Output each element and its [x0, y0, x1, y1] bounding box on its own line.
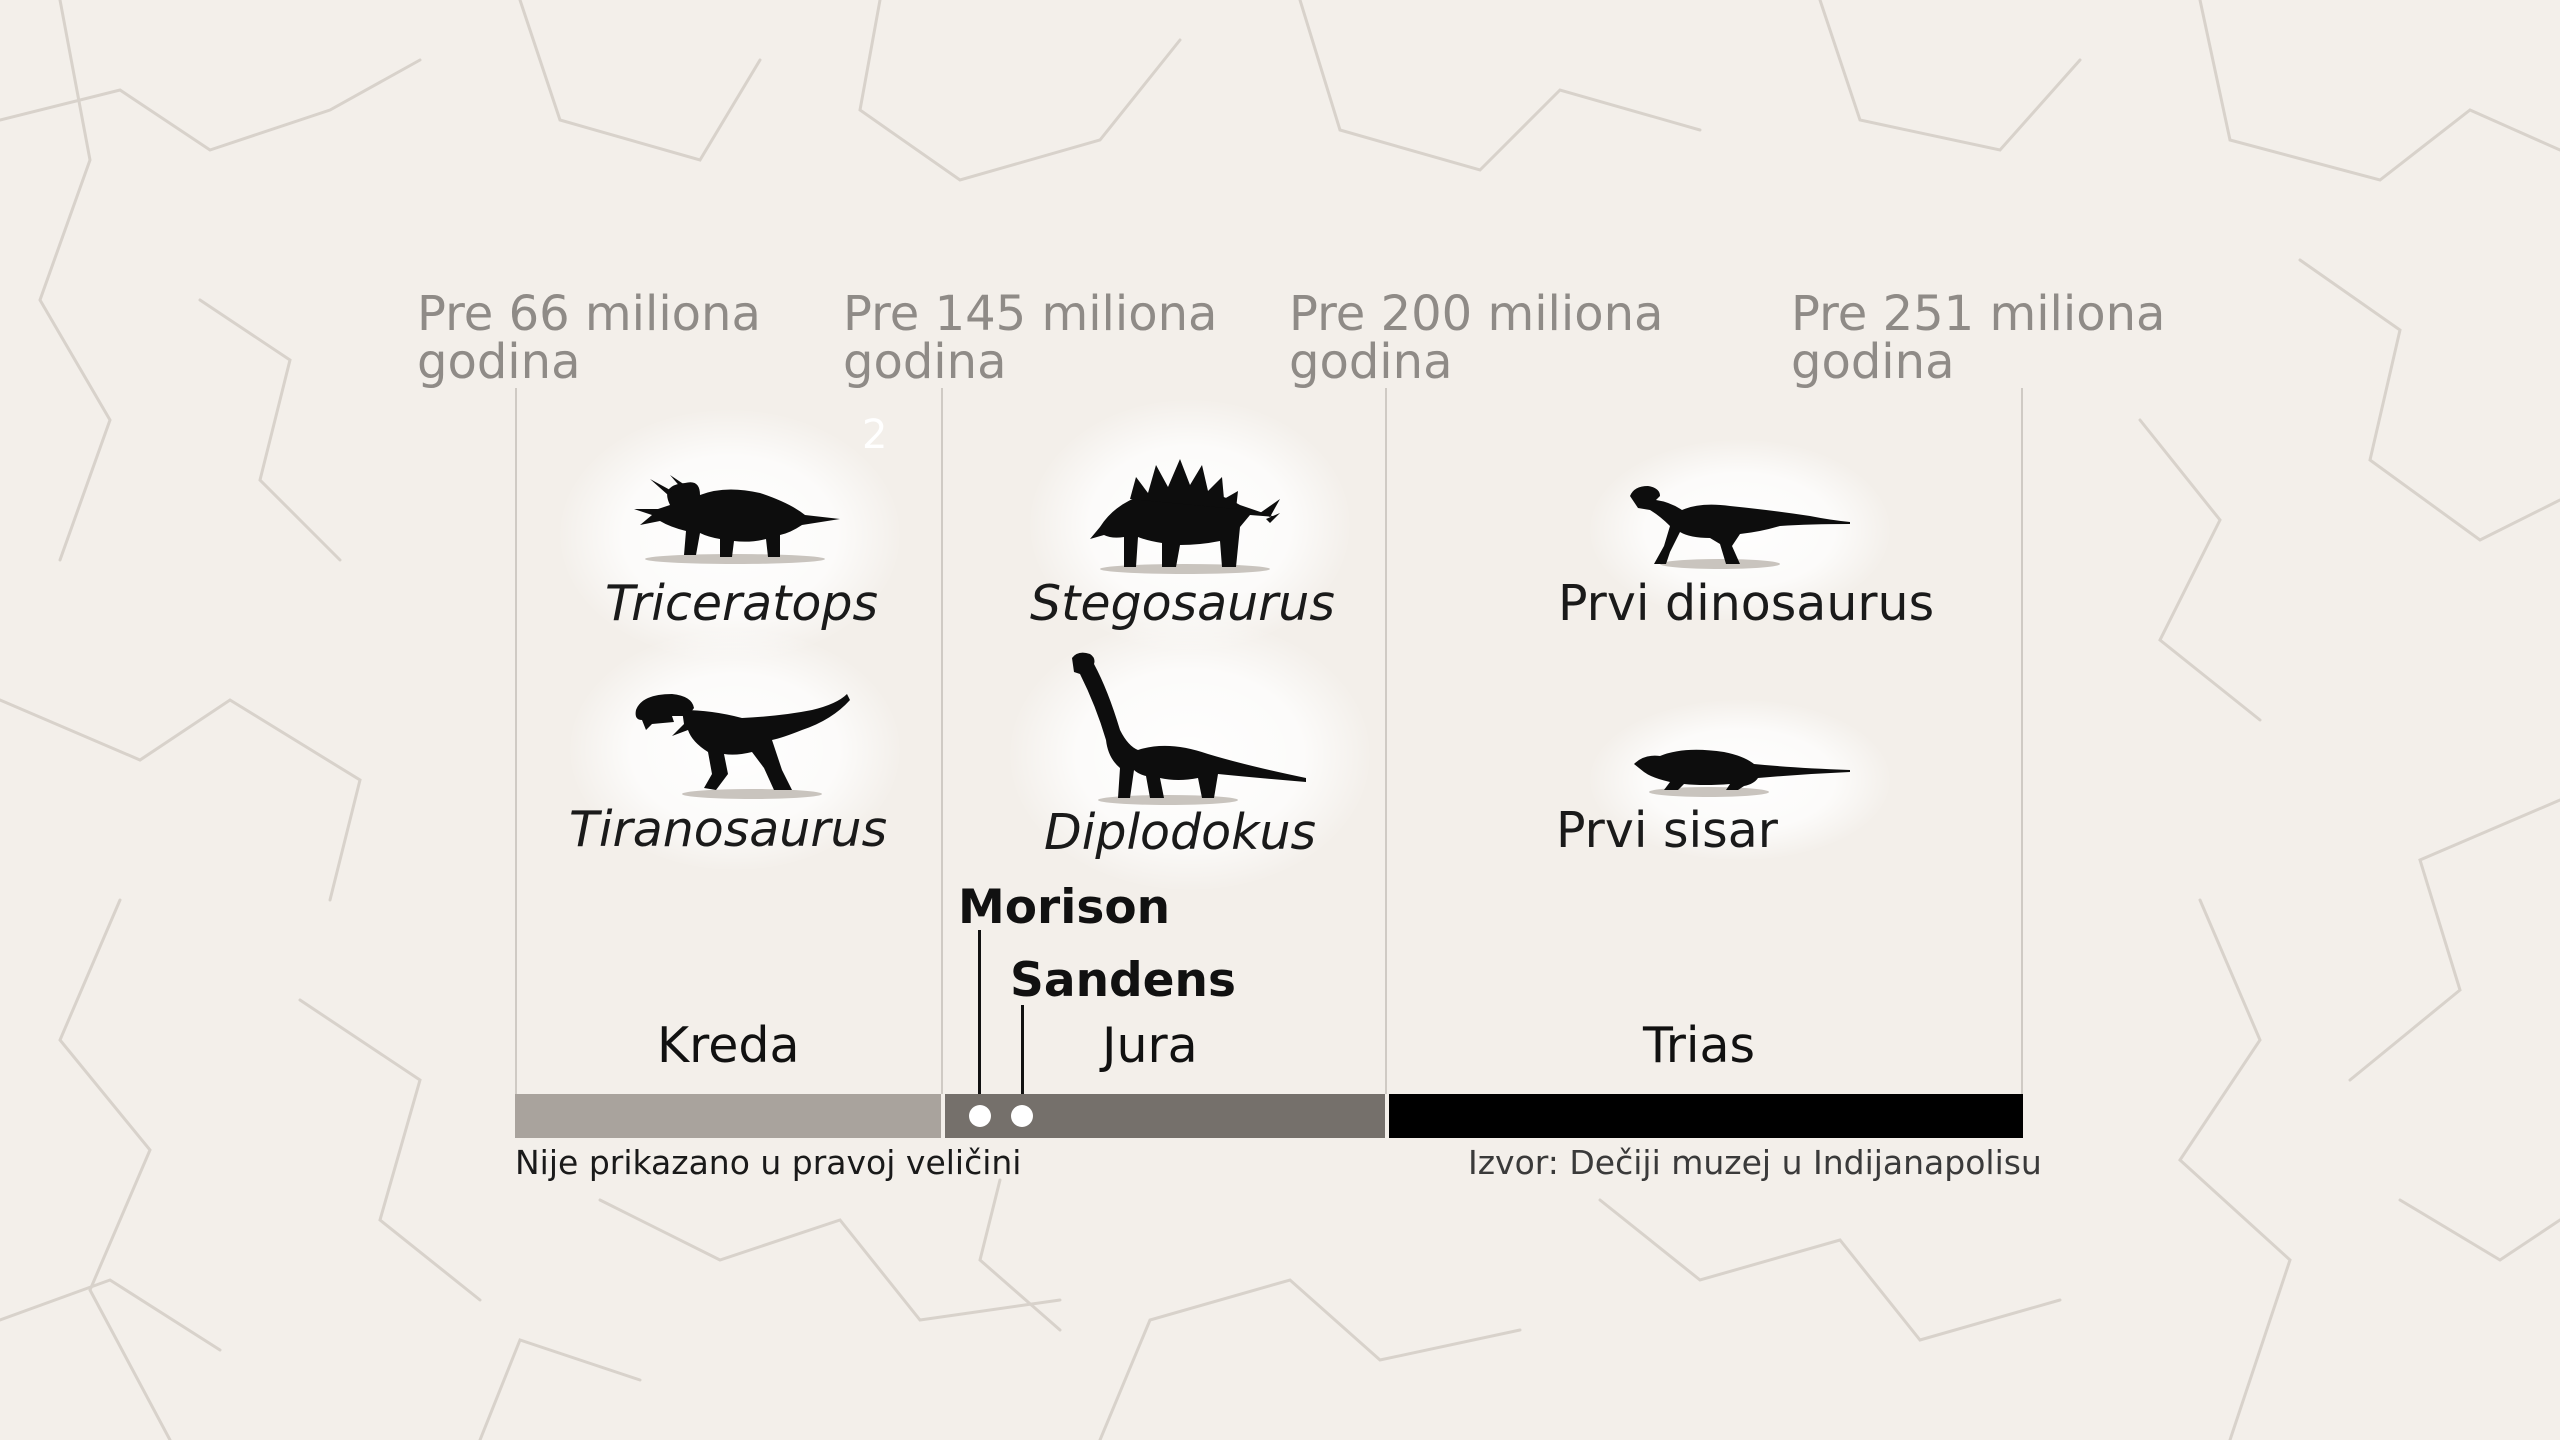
date-label-200: Pre 200 miliona godina	[1289, 286, 1664, 390]
sundance-label: Sandens	[1010, 953, 1236, 1008]
first-dinosaur-icon	[1630, 486, 1850, 569]
period-label-jurassic: Jura	[1102, 1017, 1198, 1074]
morrison-label: Morison	[958, 880, 1171, 935]
date-label-251: Pre 251 miliona godina	[1791, 286, 2166, 390]
source-note: Izvor: Dečiji muzej u Indijanapolisu	[1468, 1143, 2042, 1182]
morrison-marker-line	[978, 930, 981, 1106]
divider-200	[1385, 388, 1387, 1094]
divider-251	[2021, 388, 2023, 1094]
divider-145	[941, 388, 943, 1094]
period-label-triassic: Trias	[1643, 1017, 1756, 1074]
first-mammal-label: Prvi sisar	[1556, 802, 1778, 859]
tyrannosaurus-label: Tiranosaurus	[569, 801, 888, 858]
triceratops-icon	[634, 475, 840, 564]
diplodocus-label: Diplodokus	[1044, 804, 1317, 861]
morrison-dot	[969, 1105, 991, 1127]
sundance-dot	[1011, 1105, 1033, 1127]
date-label-145: Pre 145 miliona godina	[843, 286, 1218, 390]
first-mammal-icon	[1634, 749, 1850, 797]
period-bar-cretaceous	[515, 1094, 941, 1138]
tyrannosaurus-icon	[635, 694, 850, 799]
diplodocus-icon	[1072, 652, 1306, 805]
period-label-cretaceous: Kreda	[657, 1017, 800, 1074]
stegosaurus-icon	[1090, 459, 1280, 574]
watermark-number: 2	[862, 412, 888, 458]
triceratops-label: Triceratops	[605, 575, 878, 632]
sundance-marker-line	[1021, 1005, 1024, 1106]
stegosaurus-label: Stegosaurus	[1030, 575, 1335, 632]
scale-note: Nije prikazano u pravoj veličini	[515, 1143, 1022, 1182]
divider-66	[515, 388, 517, 1094]
period-bar-triassic	[1389, 1094, 2023, 1138]
first-dinosaur-label: Prvi dinosaurus	[1558, 575, 1935, 632]
date-label-66: Pre 66 miliona godina	[417, 286, 761, 390]
